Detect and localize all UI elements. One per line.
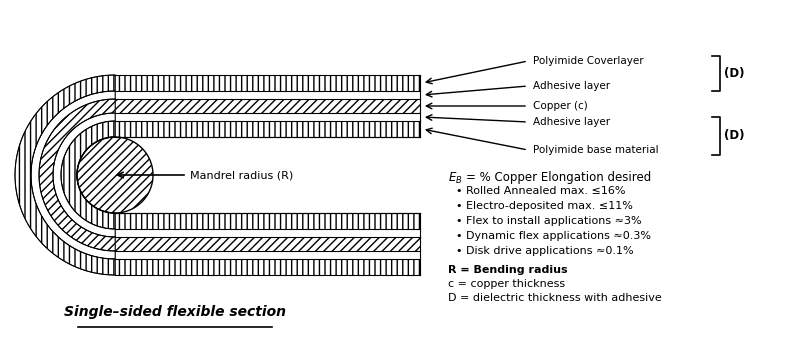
Polygon shape: [115, 251, 420, 259]
Text: D = dielectric thickness with adhesive: D = dielectric thickness with adhesive: [448, 293, 662, 303]
Polygon shape: [77, 137, 153, 213]
Text: Polyimide base material: Polyimide base material: [533, 145, 658, 155]
Text: Single–sided flexible section: Single–sided flexible section: [64, 305, 286, 319]
Polygon shape: [115, 237, 420, 251]
Polygon shape: [115, 113, 420, 121]
Polygon shape: [115, 213, 420, 229]
Text: Polyimide Coverlayer: Polyimide Coverlayer: [533, 56, 644, 66]
Polygon shape: [115, 121, 420, 137]
Polygon shape: [115, 91, 420, 99]
Text: Mandrel radius (R): Mandrel radius (R): [190, 170, 294, 180]
Text: • Flex to install applications ≈3%: • Flex to install applications ≈3%: [456, 216, 642, 226]
Text: • Dynamic flex applications ≈0.3%: • Dynamic flex applications ≈0.3%: [456, 231, 651, 241]
Polygon shape: [39, 99, 115, 251]
Text: = % Copper Elongation desired: = % Copper Elongation desired: [466, 171, 651, 184]
Text: R = Bending radius: R = Bending radius: [448, 265, 568, 275]
Text: c = copper thickness: c = copper thickness: [448, 279, 565, 289]
Text: $E_B$: $E_B$: [448, 171, 462, 186]
Text: • Disk drive applications ≈0.1%: • Disk drive applications ≈0.1%: [456, 246, 634, 256]
Polygon shape: [115, 75, 420, 91]
Polygon shape: [115, 99, 420, 113]
Text: Adhesive layer: Adhesive layer: [533, 81, 610, 91]
Polygon shape: [53, 113, 115, 237]
Text: (D): (D): [724, 67, 745, 80]
Polygon shape: [115, 229, 420, 237]
Text: • Electro-deposited max. ≤11%: • Electro-deposited max. ≤11%: [456, 201, 633, 211]
Text: • Rolled Annealed max. ≤16%: • Rolled Annealed max. ≤16%: [456, 186, 626, 196]
Text: Copper (c): Copper (c): [533, 101, 588, 111]
Text: (D): (D): [724, 129, 745, 142]
Polygon shape: [15, 75, 115, 275]
Text: Adhesive layer: Adhesive layer: [533, 117, 610, 127]
Polygon shape: [61, 121, 115, 229]
Polygon shape: [31, 91, 115, 259]
Polygon shape: [115, 259, 420, 275]
